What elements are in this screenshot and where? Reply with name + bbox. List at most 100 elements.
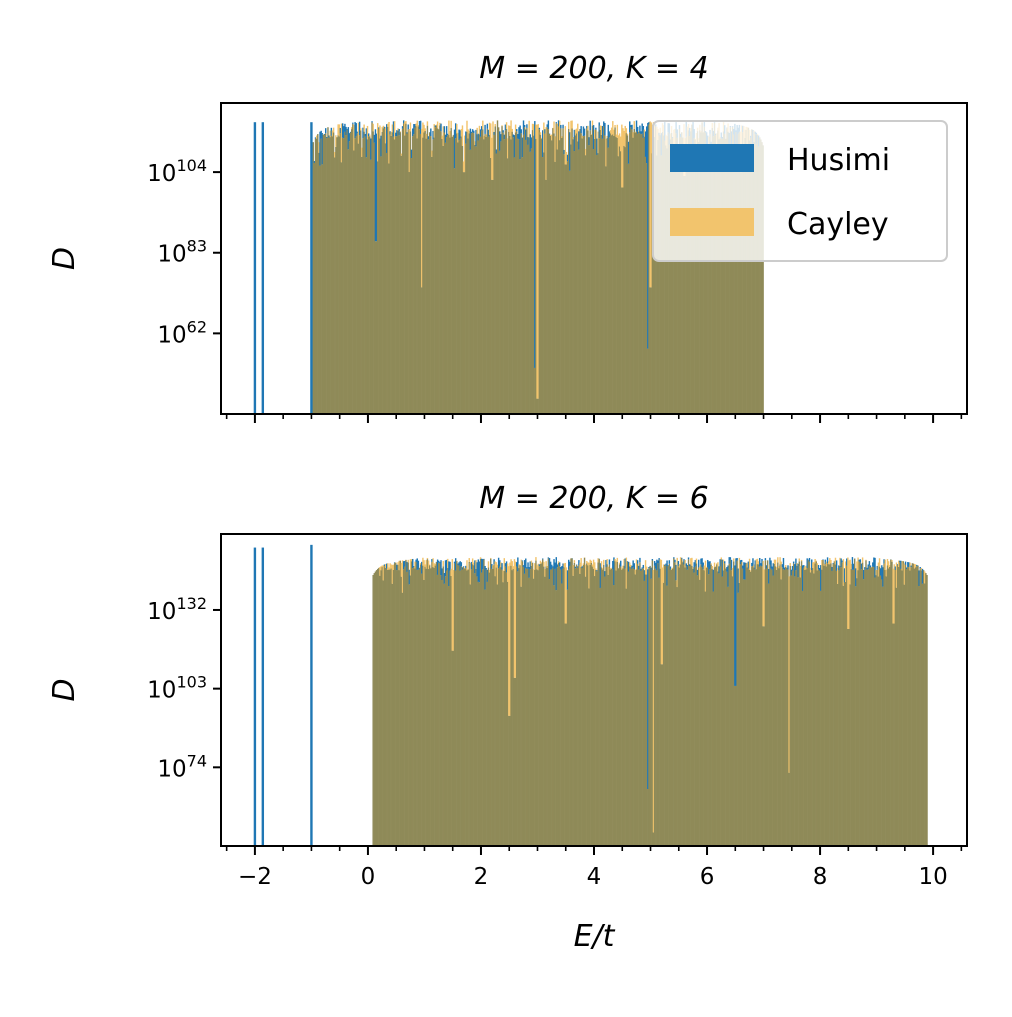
bar-cayley bbox=[424, 128, 425, 131]
bar-husimi bbox=[483, 559, 484, 560]
bar-cayley bbox=[360, 128, 361, 130]
bar-cayley bbox=[696, 559, 697, 564]
bar-cayley bbox=[553, 122, 554, 134]
bar-cayley bbox=[571, 121, 572, 129]
bar-cayley bbox=[543, 562, 544, 567]
x-tick-label: −2 bbox=[238, 864, 272, 890]
bar-husimi bbox=[673, 557, 674, 558]
bar-cayley bbox=[595, 568, 596, 569]
x-tick-label: 6 bbox=[700, 864, 715, 890]
bar-cayley bbox=[879, 558, 880, 566]
bar-cayley bbox=[733, 558, 734, 561]
bar-cayley bbox=[601, 561, 602, 567]
bar-husimi bbox=[524, 125, 525, 127]
bar-cayley bbox=[592, 121, 593, 126]
y-axis-label: D bbox=[47, 247, 82, 270]
bar-husimi bbox=[502, 130, 503, 132]
bar-cayley bbox=[799, 558, 800, 561]
bar-husimi bbox=[525, 559, 526, 569]
bar-cayley bbox=[501, 125, 502, 126]
bar-husimi bbox=[560, 125, 561, 128]
bar-husimi bbox=[548, 121, 549, 130]
bar-husimi bbox=[639, 558, 640, 562]
bar-husimi bbox=[559, 562, 560, 566]
legend-label-husimi: Husimi bbox=[787, 143, 890, 178]
bar-cayley bbox=[333, 128, 334, 133]
bar-cayley bbox=[801, 560, 802, 561]
bar-husimi bbox=[473, 131, 474, 134]
bar-cayley bbox=[816, 561, 817, 562]
bar-cayley bbox=[777, 557, 778, 562]
isolated-level-bar bbox=[262, 122, 264, 414]
bar-husimi bbox=[869, 561, 870, 566]
bar-cayley bbox=[749, 559, 750, 570]
bar-cayley bbox=[634, 121, 635, 129]
bar-cayley bbox=[437, 122, 438, 129]
bar-cayley bbox=[775, 560, 776, 567]
bar-husimi bbox=[730, 557, 731, 560]
bar-cayley bbox=[482, 121, 483, 130]
bar-cayley bbox=[862, 557, 863, 562]
bar-husimi bbox=[430, 128, 431, 136]
bar-cayley bbox=[540, 132, 541, 134]
bar-husimi bbox=[793, 562, 794, 564]
bar-cayley bbox=[450, 121, 451, 128]
bar-cayley bbox=[466, 560, 467, 570]
bar-husimi bbox=[440, 124, 441, 132]
bar-husimi bbox=[643, 565, 644, 568]
bar-cayley bbox=[476, 128, 477, 134]
x-tick-label: 8 bbox=[813, 864, 828, 890]
x-tick-label: 10 bbox=[918, 864, 947, 890]
y-tick-label: 1083 bbox=[157, 237, 207, 268]
legend-swatch-husimi bbox=[670, 144, 754, 172]
x-tick-label: 2 bbox=[474, 864, 489, 890]
bar-cayley bbox=[626, 128, 627, 133]
bar-husimi bbox=[521, 129, 522, 133]
bar-husimi bbox=[736, 558, 737, 560]
bar-husimi bbox=[634, 563, 635, 569]
bar-cayley bbox=[490, 558, 491, 559]
bar-cayley bbox=[591, 561, 592, 563]
legend-swatch-cayley bbox=[670, 208, 754, 236]
bar-cayley bbox=[830, 560, 831, 563]
bar-husimi bbox=[526, 124, 527, 128]
bar-cayley bbox=[710, 563, 711, 564]
bar-husimi bbox=[688, 557, 689, 559]
bar-cayley bbox=[469, 558, 470, 562]
bar-cayley bbox=[443, 561, 444, 566]
bar-cayley bbox=[369, 135, 370, 137]
bar-husimi bbox=[674, 560, 675, 563]
bar-husimi bbox=[463, 566, 464, 567]
bar-husimi bbox=[352, 123, 353, 124]
y-tick-label: 1062 bbox=[157, 317, 207, 348]
bar-cayley bbox=[480, 557, 481, 558]
bar-cayley bbox=[400, 131, 401, 132]
bar-husimi bbox=[516, 129, 517, 131]
bar-husimi bbox=[556, 122, 557, 123]
bar-cayley bbox=[488, 561, 489, 567]
bar-cayley bbox=[410, 123, 411, 132]
bar-cayley bbox=[462, 125, 463, 145]
bar-cayley bbox=[545, 561, 546, 566]
bar-cayley bbox=[884, 560, 885, 570]
bar-husimi bbox=[724, 561, 725, 563]
bar-cayley bbox=[785, 565, 786, 567]
x-axis-label: E/t bbox=[574, 919, 616, 954]
bar-husimi bbox=[620, 561, 621, 567]
bar-cayley bbox=[580, 558, 581, 567]
bar-cayley bbox=[721, 557, 722, 559]
bar-cayley bbox=[429, 565, 430, 566]
bar-cayley bbox=[535, 557, 536, 560]
plot-area bbox=[254, 545, 928, 846]
bar-cayley bbox=[712, 566, 713, 569]
bar-cayley bbox=[606, 559, 607, 564]
bar-cayley bbox=[891, 560, 892, 562]
isolated-level-bar bbox=[254, 122, 256, 414]
bar-husimi bbox=[741, 560, 742, 562]
bar-cayley bbox=[405, 121, 406, 124]
bar-cayley bbox=[511, 129, 512, 132]
bar-husimi bbox=[669, 560, 670, 564]
